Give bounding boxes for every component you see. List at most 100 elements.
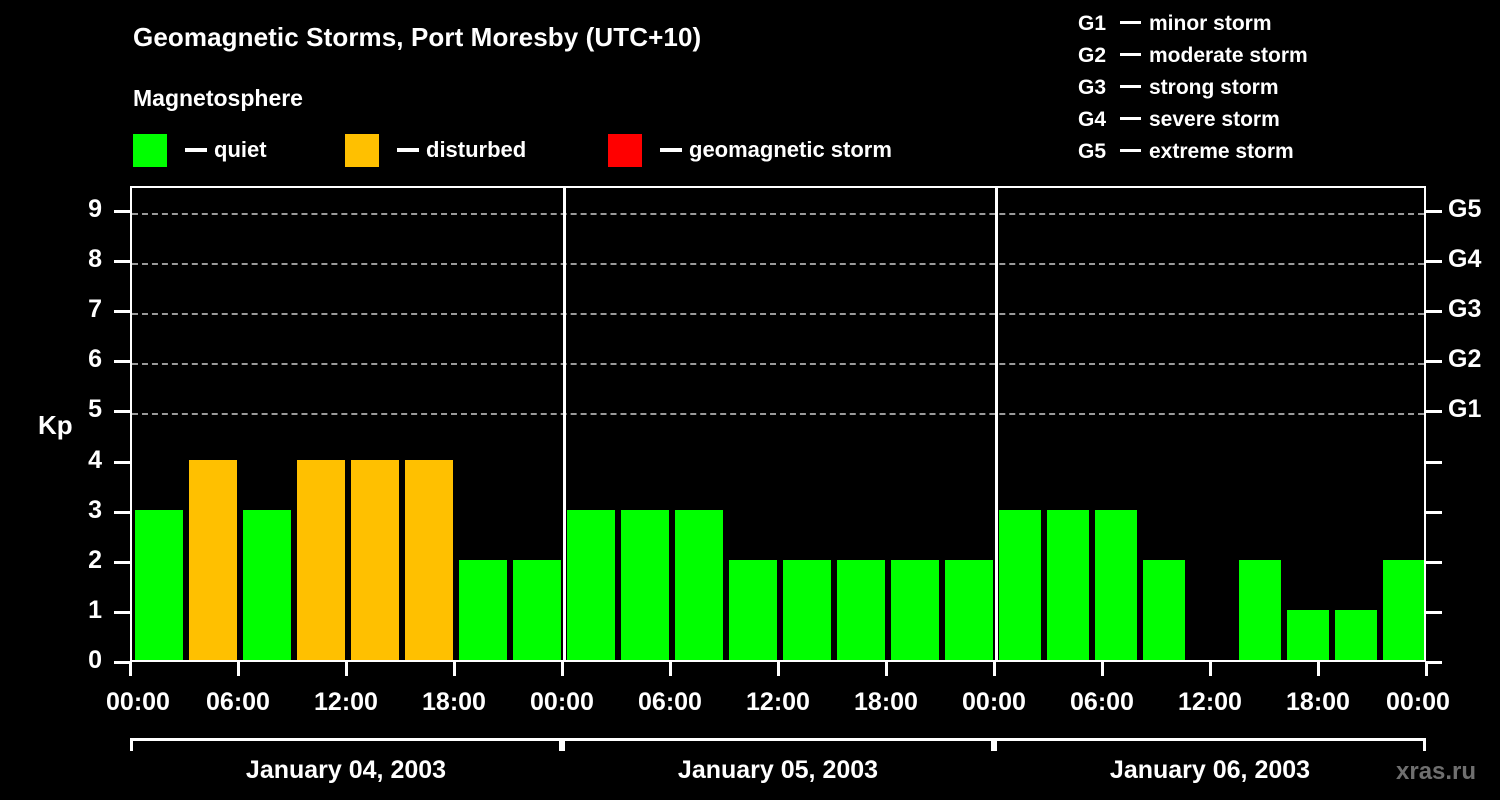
day-separator	[994, 188, 998, 660]
day-separator	[562, 188, 566, 660]
date-label: January 06, 2003	[1109, 756, 1311, 784]
date-bracket	[130, 738, 562, 751]
date-band: January 04, 2003 January 05, 2003 January …	[130, 738, 1426, 796]
x-tick-label: 18:00	[422, 688, 486, 716]
y-tick-mark	[114, 410, 130, 414]
bars-layer	[132, 188, 1424, 660]
bar	[891, 559, 939, 660]
bar	[1286, 609, 1330, 660]
bar	[297, 459, 345, 660]
g-legend-row-G5: G5 extreme storm	[1078, 140, 1308, 172]
y-tick-mark	[114, 460, 130, 464]
quiet-legend: quiet	[133, 132, 267, 168]
g-legend-code: G3	[1078, 76, 1107, 99]
g-legend-row-G3: G3 strong storm	[1078, 76, 1308, 108]
bar	[729, 559, 777, 660]
legend-swatch-quiet	[133, 133, 167, 167]
bar	[1094, 509, 1138, 660]
legend-dash-icon	[397, 148, 419, 152]
x-tick-mark	[668, 662, 672, 676]
bar	[998, 509, 1042, 660]
x-tick-mark	[128, 662, 132, 676]
x-tick-mark	[1208, 662, 1212, 676]
bar	[189, 459, 237, 660]
y-tick-label-7: 7	[88, 295, 102, 324]
x-tick-mark	[344, 662, 348, 676]
g-legend-label: severe storm	[1149, 108, 1280, 131]
gridline-kp-9	[132, 213, 1424, 216]
g-legend-code: G5	[1078, 140, 1107, 163]
bar	[621, 509, 669, 660]
gridline-kp-6	[132, 363, 1424, 366]
legend-label: disturbed	[426, 137, 527, 162]
y-tick-mark	[114, 510, 130, 514]
g-legend-row-G4: G4 severe storm	[1078, 108, 1308, 140]
x-tick-label: 06:00	[638, 688, 702, 716]
bar	[243, 509, 291, 660]
g-tick-mark	[1426, 310, 1442, 314]
g-scale-legend: G1 minor storm G2 moderate storm G3 strong st…	[1078, 12, 1308, 172]
y-axis-title: Kp	[38, 410, 73, 440]
y-tick-label-9: 9	[88, 195, 102, 224]
x-tick-mark	[1100, 662, 1104, 676]
gridline-kp-5	[132, 413, 1424, 416]
g-tick-mark	[1426, 360, 1442, 364]
legend-label: geomagnetic storm	[689, 137, 892, 162]
bar	[945, 559, 993, 660]
g-tick-label-G4: G4	[1448, 245, 1482, 274]
bar	[1046, 509, 1090, 660]
y-tick-label-6: 6	[88, 345, 102, 374]
bar	[1334, 609, 1378, 660]
g-tick-label-G3: G3	[1448, 295, 1482, 324]
y-tick-label-1: 1	[88, 595, 102, 624]
x-tick-mark	[1424, 662, 1428, 676]
bar	[351, 459, 399, 660]
x-tick-mark	[1316, 662, 1320, 676]
g-tick-label-G5: G5	[1448, 195, 1482, 224]
disturbed-legend: disturbed	[345, 132, 526, 168]
g-tick-mark	[1426, 510, 1442, 514]
g-legend-dash-icon	[1120, 149, 1141, 152]
date-label: January 04, 2003	[245, 756, 447, 784]
x-tick-mark	[884, 662, 888, 676]
bar	[135, 509, 183, 660]
x-tick-label: 06:00	[206, 688, 270, 716]
g-legend-code: G1	[1078, 12, 1107, 35]
bar	[837, 559, 885, 660]
legend-dash-icon	[660, 148, 682, 152]
y-tick-mark	[114, 610, 130, 614]
g-legend-row-G1: G1 minor storm	[1078, 12, 1308, 44]
x-tick-label: 18:00	[854, 688, 918, 716]
g-tick-mark	[1426, 260, 1442, 264]
x-tick-label: 12:00	[746, 688, 810, 716]
g-tick-mark	[1426, 560, 1442, 564]
date-bracket	[562, 738, 994, 751]
x-tick-label: 00:00	[1386, 688, 1450, 716]
bar	[675, 509, 723, 660]
g-tick-mark	[1426, 661, 1442, 664]
x-tick-label: 00:00	[530, 688, 594, 716]
y-tick-mark	[114, 661, 130, 664]
bar	[513, 559, 561, 660]
x-tick-mark	[452, 662, 456, 676]
y-tick-mark	[114, 260, 130, 264]
x-tick-label: 00:00	[106, 688, 170, 716]
bar	[1238, 559, 1282, 660]
x-tick-mark	[560, 662, 564, 676]
g-legend-dash-icon	[1120, 53, 1141, 56]
watermark: xras.ru	[1396, 758, 1477, 785]
x-tick-label: 00:00	[962, 688, 1026, 716]
date-bracket	[994, 738, 1426, 751]
x-tick-label: 12:00	[1178, 688, 1242, 716]
g-tick-mark	[1426, 460, 1442, 464]
g-tick-mark	[1426, 410, 1442, 414]
y-tick-label-3: 3	[88, 495, 102, 524]
g-tick-mark	[1426, 610, 1442, 614]
legend-swatch-disturbed	[345, 133, 379, 167]
g-legend-code: G2	[1078, 44, 1107, 67]
y-tick-label-4: 4	[88, 445, 102, 474]
x-tick-mark	[992, 662, 996, 676]
g-legend-label: strong storm	[1149, 76, 1279, 99]
g-legend-dash-icon	[1120, 85, 1141, 88]
